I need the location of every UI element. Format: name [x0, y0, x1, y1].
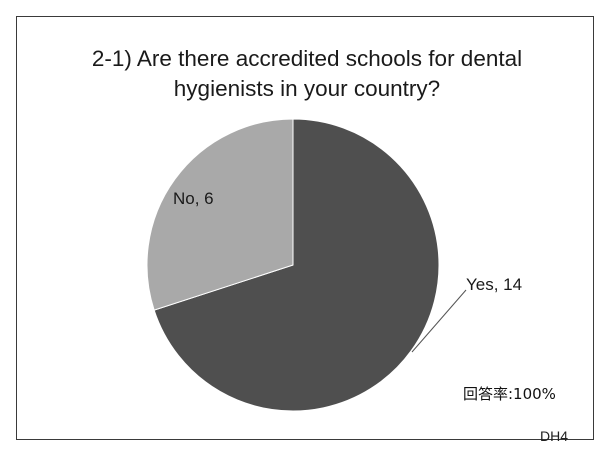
- chart-title: 2-1) Are there accredited schools for de…: [20, 44, 594, 104]
- chart-title-line-2: hygienists in your country?: [173, 76, 441, 101]
- response-rate-note: 回答率:100%: [463, 385, 556, 403]
- pie-slice-yes: [153, 118, 440, 412]
- pie-slice-no: [146, 118, 294, 311]
- yes-data-label: Yes, 14: [466, 275, 523, 294]
- yes-leader-line: [411, 289, 467, 353]
- slide-code: DH4: [540, 428, 569, 444]
- no-data-label: No, 6: [173, 189, 214, 208]
- chart-title-line-1: 2-1) Are there accredited schools for de…: [91, 46, 523, 71]
